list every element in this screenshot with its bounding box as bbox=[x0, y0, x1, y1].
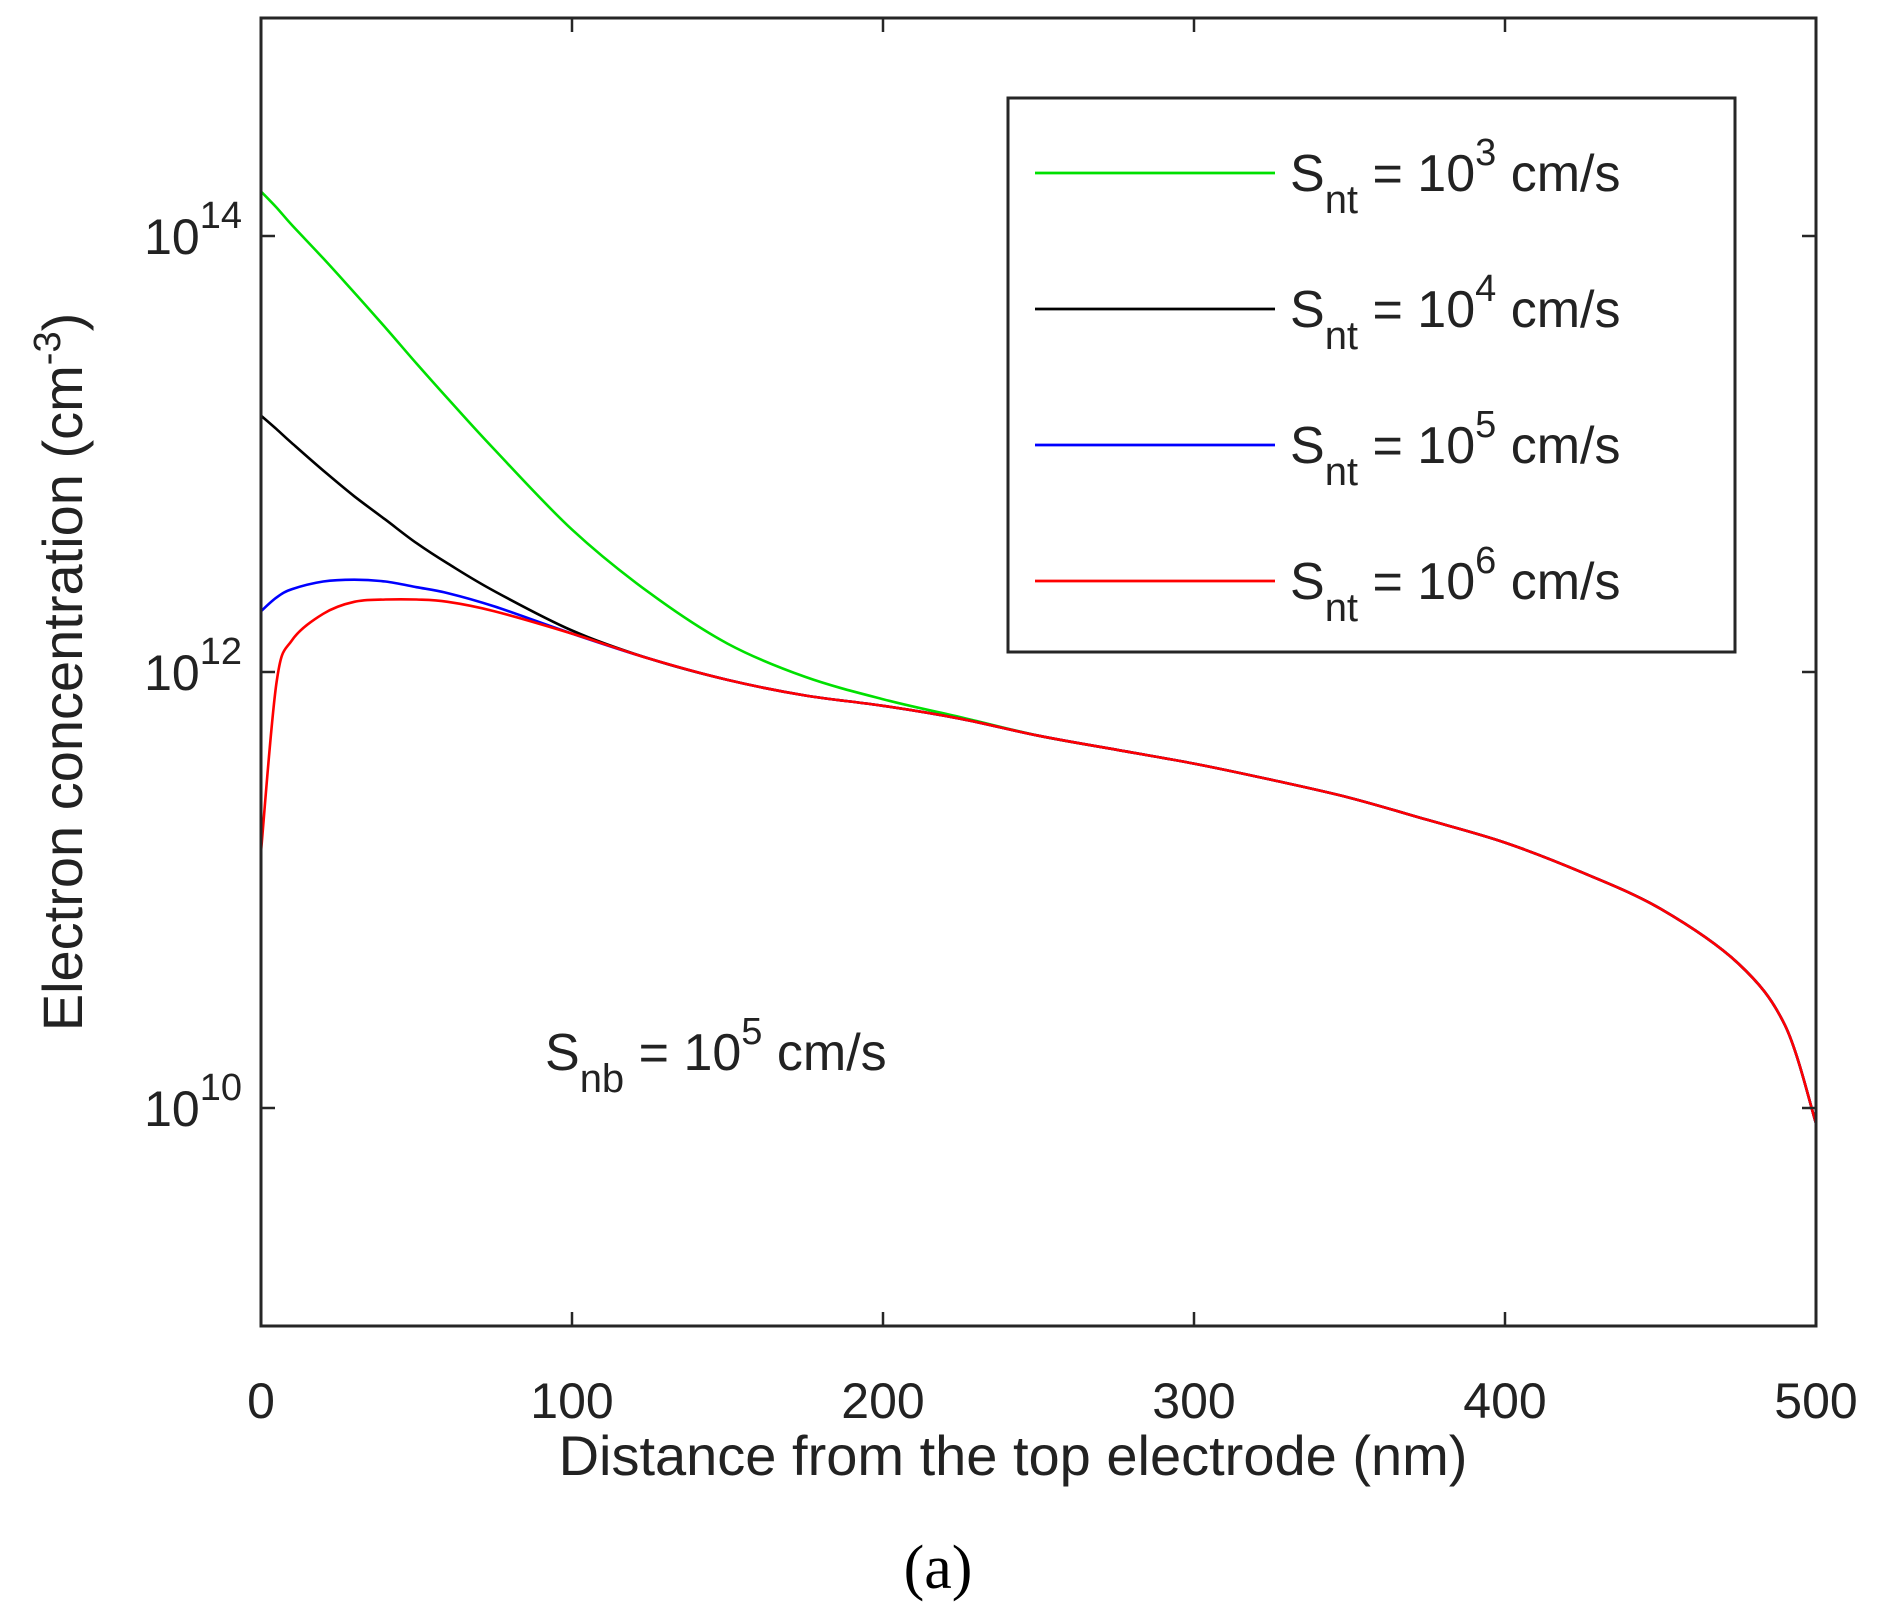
x-tick-label: 200 bbox=[841, 1373, 924, 1429]
svg-text:Electron concentration (cm-3): Electron concentration (cm-3) bbox=[27, 313, 94, 1032]
x-axis-label: Distance from the top electrode (nm) bbox=[559, 1424, 1468, 1487]
series-line-4 bbox=[259, 597, 1818, 1124]
x-tick-label: 500 bbox=[1774, 1373, 1857, 1429]
x-tick-label: 300 bbox=[1152, 1373, 1235, 1429]
legend-label-1: Snt = 103 cm/s bbox=[1290, 132, 1621, 222]
legend: Snt = 103 cm/s Snt = 104 cm/s Snt = 105 cm… bbox=[1006, 96, 1737, 654]
x-tick-label: 0 bbox=[247, 1373, 275, 1429]
y-axis-label: Electron concentration (cm-3) bbox=[27, 313, 94, 1032]
caption: (a) bbox=[904, 1534, 973, 1602]
legend-label-3: Snt = 105 cm/s bbox=[1290, 404, 1621, 494]
series-layer bbox=[259, 190, 1818, 1124]
y-tick-label: 1012 bbox=[144, 631, 242, 701]
annotation-snb: Snb = 105 cm/s bbox=[545, 1011, 887, 1101]
y-axis-label-text: Electron concentration (cm bbox=[31, 365, 94, 1031]
tick-layer bbox=[259, 18, 1818, 1326]
y-tick-label: 1014 bbox=[144, 195, 242, 265]
y-tick-label: 1010 bbox=[144, 1067, 242, 1137]
legend-box bbox=[1006, 96, 1737, 654]
x-tick-label: 400 bbox=[1463, 1373, 1546, 1429]
y-axis-label-exponent: -3 bbox=[27, 331, 69, 365]
legend-label-4: Snt = 106 cm/s bbox=[1290, 540, 1621, 630]
x-tick-label: 100 bbox=[530, 1373, 613, 1429]
legend-label-2: Snt = 104 cm/s bbox=[1290, 268, 1621, 358]
label-layer: 0 100 200 300 400 500 1010 1012 1014 Snb = 105 cm… bbox=[144, 195, 1858, 1429]
y-axis-label-close: ) bbox=[31, 313, 94, 332]
